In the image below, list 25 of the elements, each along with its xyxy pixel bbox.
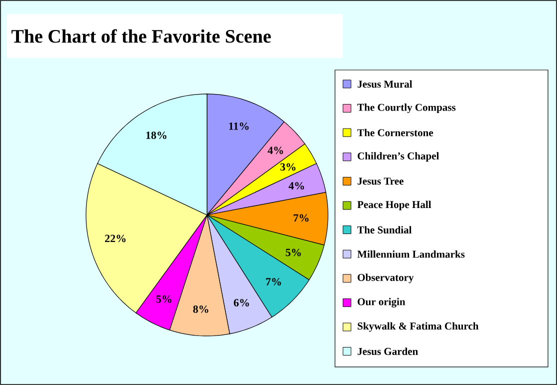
legend-label: Children’s Chapel (358, 152, 439, 162)
legend-label: Millennium Landmarks (357, 250, 465, 258)
legend-label: The Courtly Compass (357, 104, 456, 114)
data-label: 6% (234, 299, 249, 306)
data-label: 7% (266, 278, 281, 286)
data-label: 7% (294, 214, 309, 222)
data-label: 4% (268, 146, 284, 154)
legend-label: Observatory (358, 274, 414, 284)
data-label: 3% (280, 163, 296, 171)
legend-label: The Cornerstone (357, 128, 434, 136)
data-label: 8% (193, 305, 208, 313)
legend-label: Skywalk & Fatima Church (358, 322, 478, 332)
chart-title: The Chart of the Favorite Scene (12, 29, 271, 43)
data-label: 5% (286, 248, 301, 256)
data-label: 22% (105, 234, 126, 242)
legend-label: Our origin (358, 298, 406, 308)
legend-label: Peace Hope Hall (357, 200, 432, 210)
legend-label: Jesus Garden (358, 348, 418, 355)
data-label: 5% (156, 295, 172, 303)
data-label: 11% (229, 122, 249, 130)
data-label: 4% (288, 182, 304, 190)
data-label: 18% (146, 132, 166, 140)
legend-label: The Sundial (357, 226, 412, 234)
legend-label: Jesus Mural (358, 80, 412, 88)
legend-label: Jesus Tree (358, 178, 404, 185)
